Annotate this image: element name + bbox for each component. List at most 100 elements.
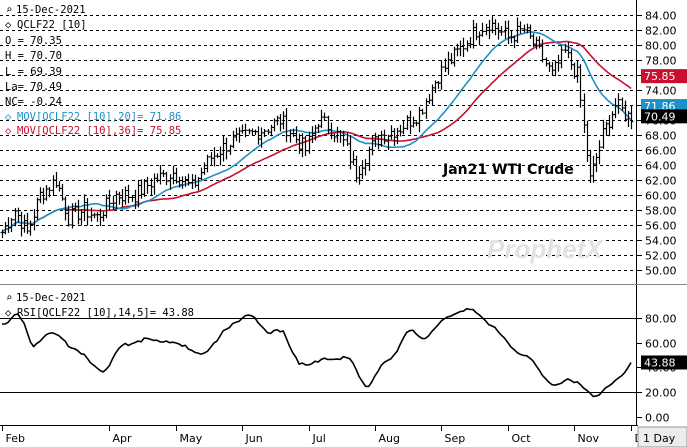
ohlc-bar xyxy=(107,189,112,210)
x-tick-label: Oct xyxy=(512,432,532,445)
x-tick-label: Sep xyxy=(445,432,466,445)
period-button[interactable]: 1 Day xyxy=(637,426,687,447)
period-button-box[interactable] xyxy=(637,426,687,447)
x-tick-label: Nov xyxy=(578,432,600,445)
price-y-axis: 50.00 52.00 54.00 56.00 58.00 60.00 62.00 64.00… xyxy=(636,0,677,284)
price-tag-label: 75.85 xyxy=(644,70,676,83)
ohlc-bars xyxy=(0,16,634,239)
ohlc-bar xyxy=(164,171,169,186)
price-tick-label: 60.00 xyxy=(645,190,677,203)
ohlc-bar xyxy=(224,137,229,160)
rsi-date: 15-Dec-2021 xyxy=(16,292,86,304)
symbol-label: QCLF22 [10] xyxy=(17,19,87,31)
price-tick-label: 58.00 xyxy=(645,205,677,218)
x-tick-label: Aug xyxy=(379,432,400,445)
ohlc-bar xyxy=(341,130,346,147)
last-value: La= 70.49 xyxy=(5,81,62,93)
rsi-magnifier-icon[interactable]: ⌕ xyxy=(6,292,12,304)
ohlc-bar xyxy=(401,120,406,135)
price-tick-label: 64.00 xyxy=(645,160,677,173)
ohlc-bar xyxy=(28,220,33,236)
price-tick-label: 80.00 xyxy=(645,40,677,53)
high-value: H = 70.70 xyxy=(5,50,62,62)
ohlc-bar xyxy=(126,184,131,204)
price-tag-box xyxy=(641,69,687,84)
ohlc-bar xyxy=(363,159,368,176)
ohlc-bar xyxy=(47,187,52,198)
ohlc-bar xyxy=(284,108,289,143)
x-tick-label: Jun xyxy=(245,432,263,445)
price-tick-label: 68.00 xyxy=(645,130,677,143)
net-change-value: NC= -0.24 xyxy=(5,96,62,108)
rsi-polyline xyxy=(2,307,632,398)
price-tag: 70.49 xyxy=(641,109,687,124)
price-gridlines xyxy=(0,15,636,271)
ohlc-bar xyxy=(499,26,504,36)
price-tick-label: 56.00 xyxy=(645,220,677,233)
ohlc-bar xyxy=(616,93,621,114)
rsi-tag-box xyxy=(641,355,687,370)
x-tick-label: Feb xyxy=(6,432,25,445)
rsi-tag-label: 43.88 xyxy=(644,356,676,369)
rsi-tick-label: 20.00 xyxy=(645,387,677,400)
x-tick-label: Jul xyxy=(312,432,326,445)
diamond-icon: ◇ xyxy=(5,19,12,31)
rsi-tick-label: 60.00 xyxy=(645,338,677,351)
price-panel: ProphetX Jan21 WTI Crude ⌕ 15-Dec-2021 ◇… xyxy=(0,0,687,284)
rsi-gridlines xyxy=(0,318,636,393)
ohlc-bar xyxy=(243,123,248,138)
price-tag-label: 70.49 xyxy=(644,110,676,123)
ohlc-bar xyxy=(322,112,327,121)
price-tick-label: 50.00 xyxy=(645,265,677,278)
ohlc-bar xyxy=(382,129,387,145)
rsi-series-line xyxy=(2,307,632,398)
ohlc-bar xyxy=(578,64,583,108)
rsi-value-tag: 43.88 xyxy=(641,355,687,370)
ohlc-bar xyxy=(480,22,485,37)
ma36-diamond-icon: ◇ xyxy=(5,125,12,137)
price-tag-box xyxy=(641,109,687,124)
rsi-panel: ⌕ 15-Dec-2021 ◇ RSI[QCLF22 [10],14,5]= 4… xyxy=(0,285,687,425)
ohlc-bar xyxy=(9,218,14,233)
x-tick-label: Apr xyxy=(113,432,133,445)
ohlc-bar xyxy=(559,45,564,69)
ohlc-bar xyxy=(303,135,308,156)
price-tick-label: 62.00 xyxy=(645,175,677,188)
ohlc-bar xyxy=(420,108,425,115)
rsi-label: RSI[QCLF22 [10],14,5]= 43.88 xyxy=(17,307,194,319)
price-tick-label: 54.00 xyxy=(645,235,677,248)
rsi-diamond-icon: ◇ xyxy=(5,307,12,319)
price-tag: 75.85 xyxy=(641,69,687,84)
ohlc-bar xyxy=(540,39,545,63)
chart-title: Jan21 WTI Crude xyxy=(442,162,574,178)
ohlc-bar xyxy=(461,37,466,58)
open-value: O = 70.35 xyxy=(5,35,62,47)
ohlc-bar xyxy=(66,205,71,227)
ma36-label: MOV[QCLF22 [10],36]= 75.85 xyxy=(17,125,181,137)
price-plot-area xyxy=(0,0,638,283)
x-tick-label: May xyxy=(180,432,203,445)
rsi-tick-label: 80.00 xyxy=(645,313,677,326)
ohlc-bar xyxy=(629,105,634,130)
price-tick-label: 84.00 xyxy=(645,10,677,23)
ma20-label: MOV[QCLF22 [10],20]= 71.86 xyxy=(17,111,181,123)
price-tick-label: 78.00 xyxy=(645,55,677,68)
price-tick-label: 82.00 xyxy=(645,25,677,38)
period-button-label[interactable]: 1 Day xyxy=(643,432,676,445)
price-tick-label: 74.00 xyxy=(645,85,677,98)
price-date: 15-Dec-2021 xyxy=(16,4,86,16)
watermark: ProphetX xyxy=(487,234,604,264)
ohlc-bar xyxy=(186,173,191,186)
ohlc-bar xyxy=(597,140,602,165)
ma20-diamond-icon: ◇ xyxy=(5,111,12,123)
price-tick-label: 66.00 xyxy=(645,145,677,158)
low-value: L = 69.39 xyxy=(5,66,62,78)
magnifier-icon[interactable]: ⌕ xyxy=(6,4,12,16)
rsi-tick-label: 0.00 xyxy=(645,412,670,425)
ohlc-bar xyxy=(262,128,267,138)
ohlc-bar xyxy=(439,60,444,90)
ohlc-bar xyxy=(145,176,150,194)
